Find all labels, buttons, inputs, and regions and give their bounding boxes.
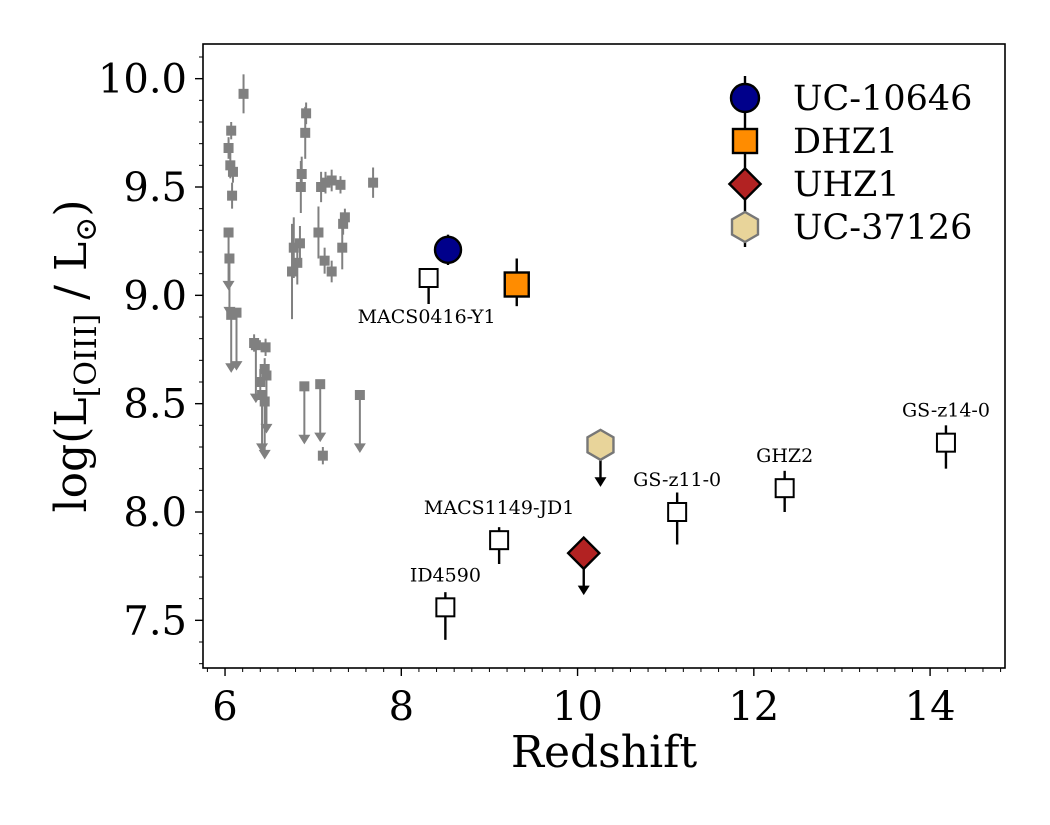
literature-point xyxy=(418,268,439,288)
literature-label: MACS1149-JD1 xyxy=(424,497,574,519)
series-uc-10646 xyxy=(433,234,463,265)
y-axis-title-close: ) xyxy=(46,199,97,216)
comparison-point xyxy=(339,212,350,223)
axis-ticks: 6 8 10 12 14 7.5 8.0 8.5 9.0 9.5 10.0 xyxy=(98,56,1002,730)
comparison-point xyxy=(287,266,298,277)
y-tick-label: 7.5 xyxy=(123,598,187,644)
literature-label: GS-z14-0 xyxy=(902,400,990,422)
literature-label: MACS0416-Y1 xyxy=(358,306,496,328)
y-axis-title: log(L[OIII] / L⊙) xyxy=(46,199,104,512)
series-uhz1 xyxy=(566,535,602,596)
literature-point xyxy=(435,597,456,618)
comparison-sample xyxy=(222,74,379,465)
series-marker xyxy=(566,535,602,571)
x-tick-label: 10 xyxy=(552,684,603,730)
comparison-point xyxy=(320,177,331,188)
comparison-point xyxy=(301,108,312,119)
literature-point xyxy=(667,502,688,522)
literature-label: GHZ2 xyxy=(756,445,813,467)
plot-frame xyxy=(202,43,1006,669)
legend-label: DHZ1 xyxy=(793,122,898,162)
comparison-point xyxy=(338,218,349,229)
comparison-limit-arrow-head xyxy=(353,443,366,453)
legend-marker xyxy=(730,210,760,244)
comparison-point xyxy=(368,177,379,188)
comparison-point xyxy=(337,242,348,253)
comparison-point xyxy=(227,166,238,177)
legend-marker xyxy=(729,82,761,114)
comparison-point xyxy=(223,143,234,153)
series-marker xyxy=(503,271,530,298)
legend-label: UC-37126 xyxy=(793,208,972,248)
x-tick-label: 6 xyxy=(212,684,237,730)
literature-label: ID4590 xyxy=(410,564,481,586)
y-tick-label: 8.5 xyxy=(123,382,187,428)
comparison-point xyxy=(296,169,307,179)
comparison-point xyxy=(288,242,299,253)
comparison-point xyxy=(260,342,271,353)
comparison-point xyxy=(294,238,305,249)
comparison-point xyxy=(300,127,311,138)
legend-marker xyxy=(731,127,759,155)
comparison-point xyxy=(335,179,346,190)
x-axis-title: Redshift xyxy=(511,727,698,778)
comparison-limit-arrow-head xyxy=(260,423,273,434)
y-tick-label: 9.5 xyxy=(123,165,187,211)
comparison-limit-arrow-head xyxy=(314,432,327,443)
y-tick-label: 8.0 xyxy=(123,490,187,536)
legend-label: UHZ1 xyxy=(793,165,900,205)
y-axis-title-suffix: / L xyxy=(46,242,97,314)
comparison-point xyxy=(319,255,330,266)
series-marker xyxy=(586,428,615,462)
comparison-point xyxy=(326,175,337,186)
comparison-point xyxy=(259,364,270,374)
comparison-point xyxy=(255,377,266,387)
literature-point xyxy=(935,432,956,453)
x-tick-label: 14 xyxy=(905,684,956,730)
x-tick-label: 12 xyxy=(728,684,779,730)
legend-marker xyxy=(727,166,763,202)
comparison-point xyxy=(238,88,249,99)
comparison-point xyxy=(292,257,303,268)
literature-point xyxy=(774,478,795,499)
y-tick-label: 9.0 xyxy=(123,273,187,319)
upper-limit-arrow-head xyxy=(577,585,590,596)
y-axis-title-subscript: [OIII] xyxy=(69,314,104,398)
comparison-point xyxy=(317,450,328,461)
comparison-point xyxy=(225,160,236,171)
literature-points: MACS0416-Y1 ID4590 MACS1149-JD1 GS-z11-0 GHZ… xyxy=(358,268,990,640)
series-uc-37126 xyxy=(586,428,615,487)
comparison-point xyxy=(226,125,237,136)
comparison-limit-arrow-head xyxy=(230,361,243,371)
highlighted-sources xyxy=(433,234,615,596)
y-tick-label: 10.0 xyxy=(98,57,187,103)
comparison-limit-arrow-head xyxy=(258,449,271,460)
x-tick-label: 8 xyxy=(389,684,414,730)
y-axis-title-sun: ⊙ xyxy=(69,217,104,242)
literature-point xyxy=(489,530,510,551)
y-axis-title-prefix: log(L xyxy=(46,397,97,512)
comparison-point xyxy=(326,266,337,277)
series-marker xyxy=(433,235,463,265)
comparison-point xyxy=(227,190,238,201)
upper-limit-arrow-head xyxy=(594,477,607,487)
comparison-point xyxy=(313,227,324,238)
literature-label: GS-z11-0 xyxy=(633,469,721,491)
series-dhz1 xyxy=(503,258,530,307)
legend-label: UC-10646 xyxy=(793,79,972,119)
comparison-limit-arrow-head xyxy=(298,434,311,445)
